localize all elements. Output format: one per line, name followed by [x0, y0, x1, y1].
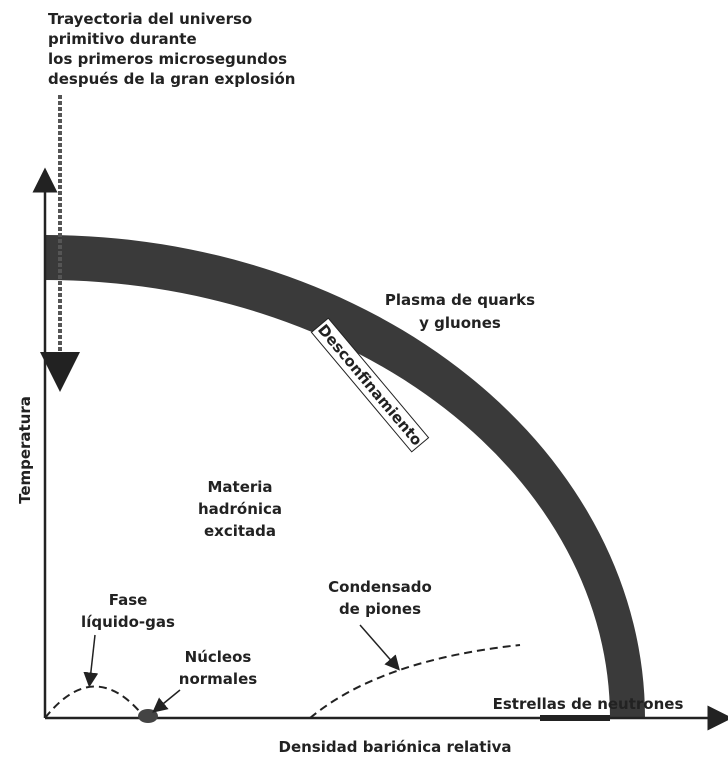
- label: y gluones: [419, 314, 501, 332]
- deconfinement-band: [45, 235, 645, 718]
- title-line: después de la gran explosión: [48, 70, 295, 88]
- liquid-gas-curve: [44, 685, 146, 719]
- title-line: Trayectoria del universo: [48, 10, 252, 28]
- y-axis-label: Temperatura: [16, 396, 34, 504]
- label: de piones: [339, 600, 421, 618]
- title: Trayectoria del universo primitivo duran…: [48, 10, 295, 88]
- label: Condensado: [328, 578, 432, 596]
- label: Núcleos: [185, 648, 252, 666]
- label: excitada: [204, 522, 276, 540]
- label: normales: [179, 670, 257, 688]
- label: Fase: [109, 591, 148, 609]
- nuclei-point: [138, 709, 158, 723]
- label: Materia: [207, 478, 272, 496]
- title-line: los primeros microsegundos: [48, 50, 287, 68]
- label: Estrellas de neutrones: [493, 695, 684, 713]
- label: hadrónica: [198, 500, 282, 518]
- label: Plasma de quarks: [385, 291, 535, 309]
- title-line: primitivo durante: [48, 30, 197, 48]
- pointer: [359, 624, 400, 671]
- pointer: [83, 634, 99, 688]
- label: líquido-gas: [81, 613, 175, 631]
- pointer: [152, 689, 181, 713]
- x-axis-label: Densidad bariónica relativa: [279, 738, 512, 756]
- pion-curve: [309, 644, 521, 719]
